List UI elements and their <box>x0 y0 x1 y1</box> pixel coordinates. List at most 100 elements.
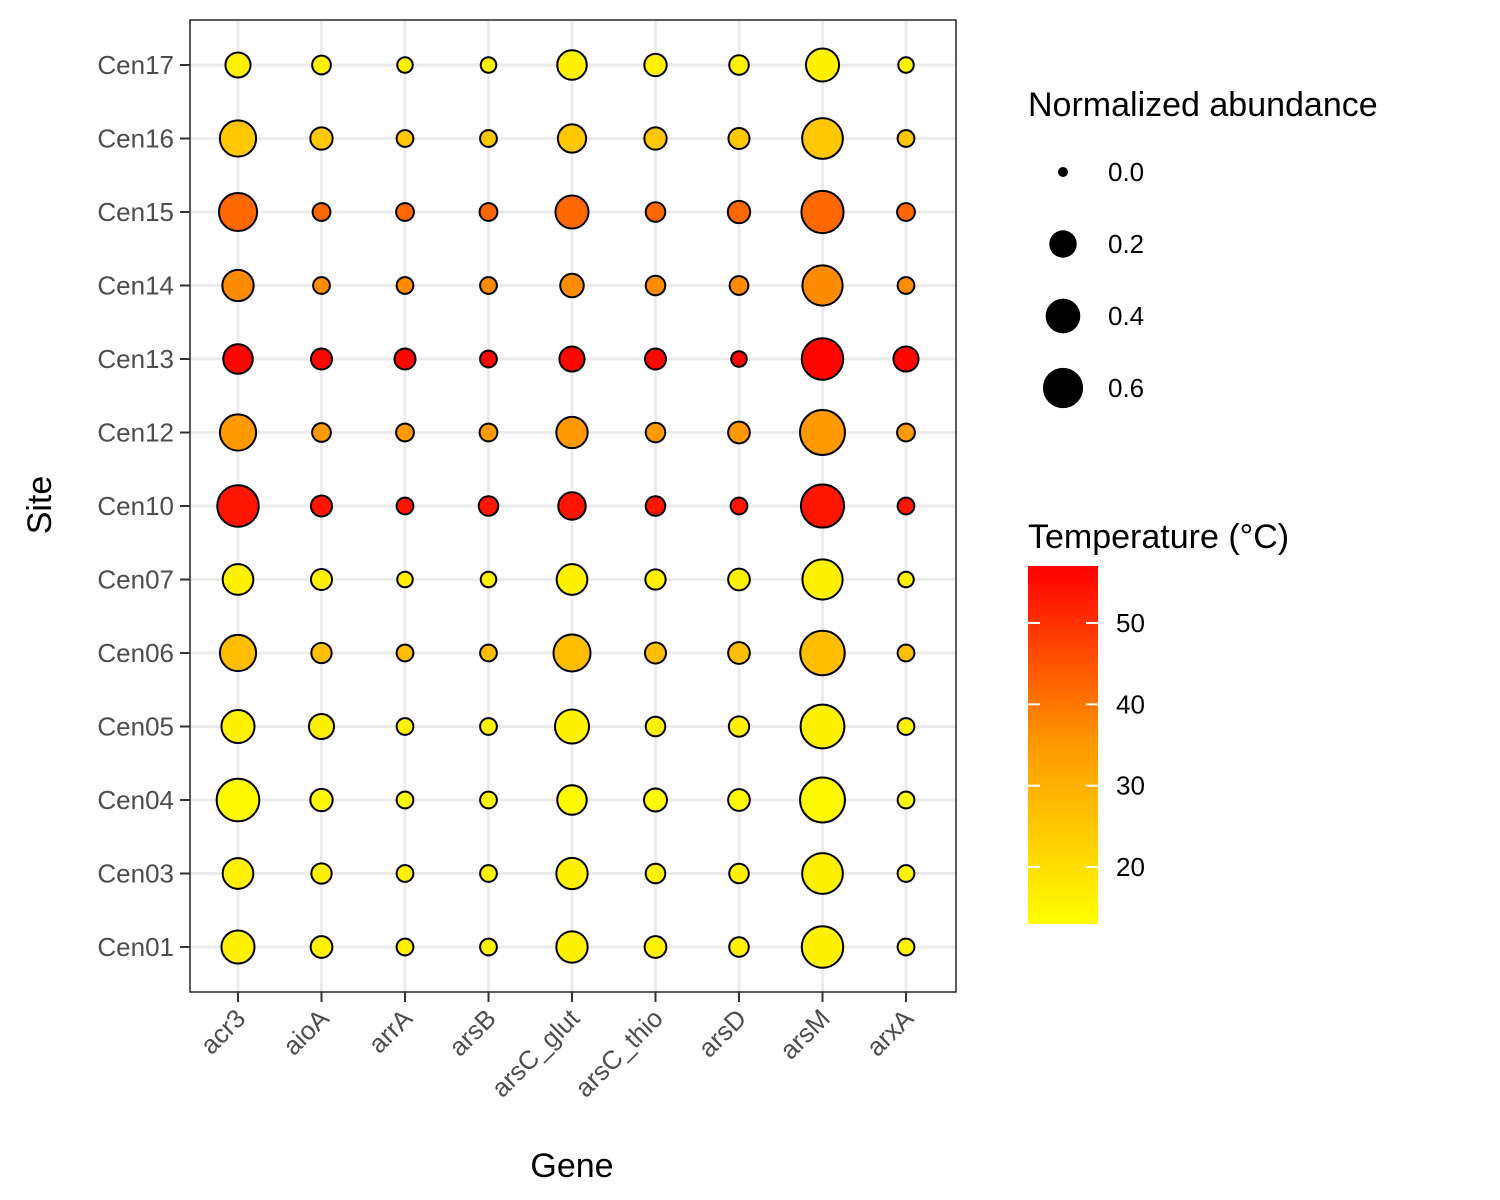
bubble-point <box>478 202 499 222</box>
size-legend-key <box>1058 167 1068 177</box>
x-tick-label: arsB <box>443 1003 502 1062</box>
bubble-point <box>216 484 260 528</box>
bubble-point <box>395 643 415 663</box>
colorbar-tick-label: 20 <box>1116 852 1145 882</box>
bubble-point <box>896 790 916 810</box>
bubble-point <box>728 936 750 958</box>
bubble-point <box>557 491 587 521</box>
bubble-point <box>897 56 915 74</box>
x-tick-label: acr3 <box>194 1003 251 1060</box>
bubble-point <box>896 937 916 957</box>
colorbar-tick-label: 50 <box>1116 608 1145 638</box>
bubble-point <box>644 568 667 591</box>
bubble-point <box>644 201 667 223</box>
bubble-point <box>799 629 846 677</box>
bubble-point <box>479 570 498 589</box>
bubble-point <box>221 857 255 890</box>
bubble-point <box>727 641 751 665</box>
bubble-point <box>395 422 415 443</box>
bubble-point <box>643 126 668 151</box>
bubble-point <box>553 708 591 745</box>
bubble-point <box>801 558 844 601</box>
x-tick-label: arsD <box>692 1003 752 1063</box>
bubble-point <box>801 264 844 307</box>
bubble-point <box>218 119 258 158</box>
bubble-point <box>307 712 336 741</box>
bubble-point <box>896 422 916 443</box>
bubble-point <box>556 123 588 154</box>
bubble-point <box>799 483 846 529</box>
bubble-point <box>799 409 846 456</box>
bubble-point <box>552 633 592 673</box>
y-tick-label: Cen03 <box>97 859 174 889</box>
y-tick-label: Cen01 <box>97 932 174 962</box>
size-legend-key <box>1049 230 1077 258</box>
size-legend-title: Normalized abundance <box>1028 86 1378 124</box>
x-axis-title: Gene <box>530 1147 613 1185</box>
bubble-point <box>727 567 751 592</box>
bubble-point <box>896 202 916 222</box>
bubble-point <box>479 129 498 148</box>
bubble-point <box>644 862 667 885</box>
bubble-point <box>312 276 331 295</box>
y-axis: Cen17 Cen16 Cen15 Cen14 Cen13 Cen12 Cen10 Cen07… <box>97 50 190 962</box>
bubble-point <box>395 717 415 736</box>
bubble-point <box>395 790 415 810</box>
bubble-point <box>730 350 748 368</box>
bubble-point <box>220 929 256 965</box>
bubble-point <box>896 643 916 663</box>
bubble-point <box>395 937 415 957</box>
y-tick-label: Cen05 <box>97 712 174 742</box>
bubble-point <box>311 54 332 76</box>
bubble-point <box>479 349 498 369</box>
bubble-point <box>555 415 589 450</box>
bubble-point <box>800 337 845 381</box>
bubble-point <box>556 49 588 81</box>
bubble-point <box>309 787 334 813</box>
bubble-point <box>224 51 252 79</box>
plot-panel <box>189 19 957 993</box>
bubble-point <box>644 495 667 517</box>
bubble-point <box>556 784 588 816</box>
bubble-point <box>727 788 751 812</box>
bubble-point <box>222 343 254 375</box>
bubble-point <box>799 776 846 824</box>
size-legend-label: 0.4 <box>1108 301 1144 331</box>
color-legend-title: Temperature (°C) <box>1028 518 1289 556</box>
color-legend: Temperature (°C) 20 30 40 50 <box>1028 518 1289 924</box>
colorbar-tick-label: 40 <box>1116 689 1145 719</box>
bubble-point <box>396 56 414 74</box>
bubble-point <box>643 52 668 78</box>
size-legend-key <box>1042 367 1084 409</box>
bubble-point <box>479 864 498 883</box>
y-axis-title: Site <box>21 476 59 535</box>
bubble-point <box>218 413 258 452</box>
bubble-point <box>221 563 255 596</box>
bubble-point <box>395 202 415 222</box>
colorbar-tick-label: 30 <box>1116 771 1145 801</box>
y-tick-label: Cen12 <box>97 418 174 448</box>
y-tick-label: Cen17 <box>97 50 174 80</box>
bubble-point <box>896 717 916 736</box>
bubble-point <box>309 935 334 959</box>
bubble-point <box>478 422 499 443</box>
bubble-point <box>727 126 751 151</box>
bubble-point <box>729 496 749 516</box>
bubble-point <box>727 715 751 738</box>
bubble-point <box>311 422 332 443</box>
bubble-point <box>554 194 590 230</box>
bubble-point <box>393 347 417 371</box>
bubble-point <box>643 347 668 371</box>
bubble-point <box>644 274 667 297</box>
y-tick-label: Cen06 <box>97 638 174 668</box>
bubble-point <box>892 345 920 373</box>
y-tick-label: Cen04 <box>97 785 174 815</box>
bubble-point <box>728 275 750 296</box>
bubble-point <box>221 268 255 303</box>
bubble-point <box>555 563 589 596</box>
bubble-point <box>559 272 585 299</box>
size-legend-key <box>1045 298 1081 334</box>
bubble-point <box>896 496 916 516</box>
bubble-point <box>311 202 332 222</box>
